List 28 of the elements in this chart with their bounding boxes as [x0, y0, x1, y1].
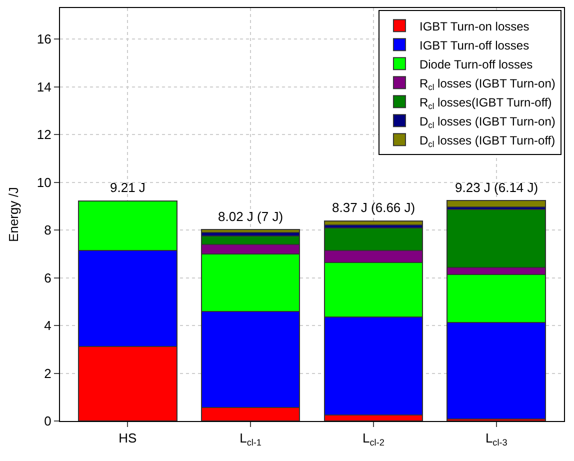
y-axis-title: Energy /J — [6, 187, 21, 242]
y-tick-label: 0 — [44, 414, 52, 429]
legend-label: R$_{cl}$ losses (IGBT Turn-on) — [419, 76, 556, 92]
total-label: 8.02 J (7 J) — [218, 209, 284, 224]
x-tick-label: L$_{cl-3}$ — [485, 430, 508, 448]
total-label: 9.23 J (6.14 J) — [455, 180, 538, 195]
y-tick-label: 4 — [44, 318, 52, 334]
bar — [324, 220, 424, 226]
y-tick-label: 10 — [36, 174, 52, 190]
bar — [446, 200, 546, 208]
bar — [200, 229, 300, 234]
x-tick-label: HS — [118, 430, 137, 446]
y-tick-label: 8 — [44, 222, 52, 238]
legend-label: Diode Turn-off losses — [419, 57, 533, 72]
legend-label: IGBT Turn-off losses — [419, 38, 530, 52]
legend-label: D$_{cl}$ losses (IGBT Turn-off) — [419, 133, 556, 149]
x-tick-label: L$_{cl-2}$ — [362, 430, 384, 448]
legend-label: IGBT Turn-on losses — [419, 19, 530, 34]
y-tick-label: 12 — [36, 127, 52, 142]
total-label: 9.21 J — [110, 180, 146, 195]
legend-label: D$_{cl}$ losses (IGBT Turn-on) — [419, 114, 556, 130]
legend-label: R$_{cl}$ losses(IGBT Turn-off) — [419, 95, 552, 111]
y-tick-label: 2 — [44, 366, 52, 381]
y-tick-label: 16 — [36, 32, 52, 47]
x-tick-label: L$_{cl-1}$ — [240, 430, 262, 448]
y-tick-label: 14 — [36, 79, 52, 94]
total-label: 8.37 J (6.66 J) — [332, 200, 416, 215]
y-tick-label: 6 — [44, 270, 52, 286]
